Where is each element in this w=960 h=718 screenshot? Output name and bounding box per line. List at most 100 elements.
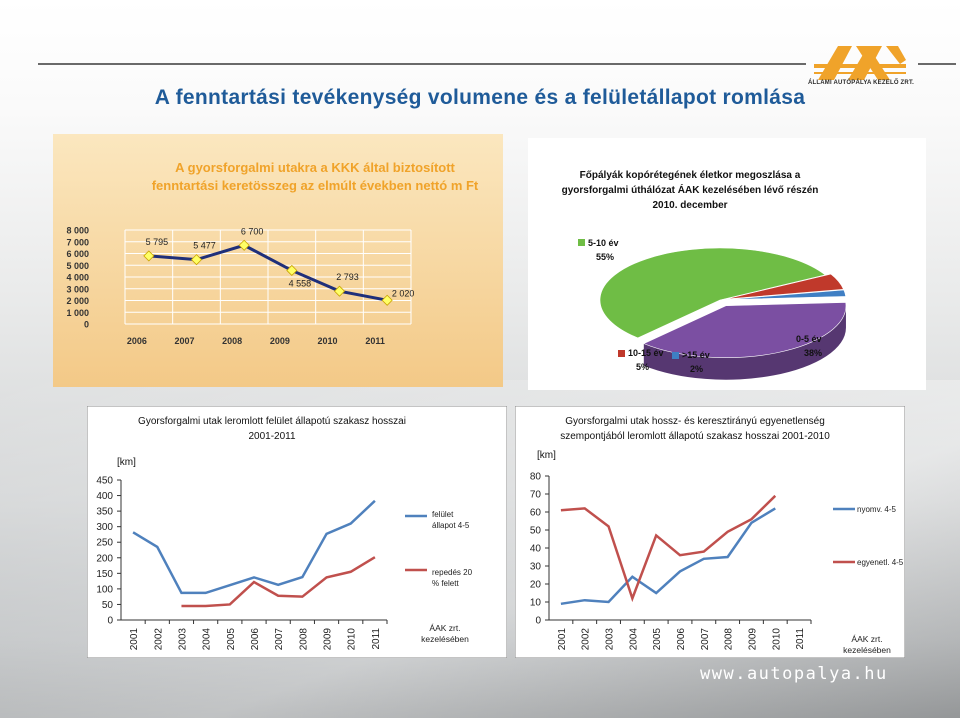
chart3-x-tick-label: 2001 <box>129 628 140 651</box>
chart4-y-tick-label: 80 <box>530 472 542 483</box>
chart1-data-label: 4 558 <box>289 278 312 288</box>
chart1-data-label: 5 795 <box>146 237 169 247</box>
chart4-x-tick-label: 2010 <box>771 628 782 651</box>
logo-mark <box>814 46 906 80</box>
chart3-y-tick-label: 200 <box>96 553 113 564</box>
page-title: A fenntartási tevékenység volumene és a … <box>154 86 806 109</box>
chart3-title-line: 2001-2011 <box>248 431 296 442</box>
chart2-slice-label: >15 év <box>682 350 710 360</box>
chart4-legend-label: nyomv. 4-5 <box>857 505 897 514</box>
chart3-x-tick-label: 2010 <box>347 628 358 651</box>
footer-url: www.autopalya.hu <box>700 664 888 684</box>
chart4-title-line: szempontjából leromlott állapotú szakasz… <box>560 431 830 442</box>
chart1-data-label: 6 700 <box>241 226 264 236</box>
chart2-slice-label: 0-5 év <box>796 334 822 344</box>
chart2-slice-side <box>643 305 846 380</box>
chart2-legend-swatch <box>618 350 625 357</box>
chart3-note: ÁAK zrt. <box>429 623 460 633</box>
chart1-x-tick-label: 2008 <box>222 336 242 346</box>
chart4-y-tick-label: 0 <box>535 616 541 627</box>
chart3-series-line <box>132 499 376 595</box>
chart3-background <box>87 406 507 658</box>
chart1-data-point <box>238 239 250 251</box>
chart3-legend-label: állapot 4-5 <box>432 521 470 530</box>
chart1-title-line: A gyorsforgalmi utakra a KKK által bizto… <box>175 160 455 175</box>
chart1-x-tick-label: 2006 <box>127 336 147 346</box>
chart4-x-tick-label: 2004 <box>628 628 639 651</box>
chart3-legend-label: felület <box>432 510 454 519</box>
chart4-title-line: Gyorsforgalmi utak hossz- és keresztirán… <box>565 416 825 427</box>
chart1-x-tick-label: 2007 <box>174 336 194 346</box>
chart3-y-tick-label: 150 <box>96 569 113 580</box>
chart3-legend-label: % felett <box>432 579 459 588</box>
chart1-data-point <box>286 264 298 277</box>
chart3-y-axis-label: [km] <box>117 457 136 468</box>
chart2-title-line: Főpályák kopórétegének életkor megoszlás… <box>580 170 801 181</box>
chart3-legend-label: repedés 20 <box>432 568 473 577</box>
chart3-x-tick-label: 2004 <box>202 628 213 651</box>
chart2-slice <box>725 273 844 300</box>
chart3-y-tick-label: 300 <box>96 522 113 533</box>
chart3-y-tick-label: 450 <box>96 476 113 487</box>
chart1-y-tick-label: 1 000 <box>66 308 89 318</box>
age-pie-chart: Főpályák kopórétegének életkor megoszlás… <box>528 138 926 390</box>
chart4-x-tick-label: 2011 <box>795 628 806 650</box>
chart2-title-line: 2010. december <box>652 200 727 211</box>
chart4-x-tick-label: 2007 <box>700 628 711 651</box>
chart4-x-tick-label: 2002 <box>581 628 592 651</box>
chart2-legend-swatch <box>578 239 585 246</box>
chart2-slice-label: 5-10 év <box>588 238 619 248</box>
chart1-data-point <box>333 285 346 297</box>
unevenness-chart: Gyorsforgalmi utak hossz- és keresztirán… <box>515 406 905 658</box>
chart4-y-tick-label: 30 <box>530 562 542 573</box>
surface-condition-chart: Gyorsforgalmi utak leromlott felület áll… <box>87 406 507 658</box>
chart1-data-point <box>381 294 393 306</box>
chart1-y-tick-label: 4 000 <box>66 273 89 283</box>
chart4-x-tick-label: 2006 <box>676 628 687 651</box>
chart3-y-tick-label: 400 <box>96 491 113 502</box>
chart1-x-tick-label: 2011 <box>365 336 385 346</box>
chart4-note: kezelésében <box>843 645 891 655</box>
header-rule-right <box>918 63 956 65</box>
chart1-x-tick-label: 2009 <box>270 336 290 346</box>
chart3-y-tick-label: 250 <box>96 538 113 549</box>
chart1-title-line: fenntartási keretösszeg az elmúlt évekbe… <box>152 178 479 193</box>
chart1-background <box>53 134 503 387</box>
chart3-x-tick-label: 2011 <box>371 628 382 650</box>
chart4-x-tick-label: 2001 <box>557 628 568 651</box>
chart1-y-tick-label: 0 <box>84 320 89 330</box>
chart4-x-tick-label: 2003 <box>605 628 616 651</box>
chart1-data-label: 2 020 <box>392 288 415 298</box>
chart2-slice-pct: 2% <box>690 364 703 374</box>
chart1-y-tick-label: 2 000 <box>66 296 89 306</box>
chart3-series-line <box>181 556 376 608</box>
chart2-title-line: gyorsforgalmi úthálózat ÁAK kezelésében … <box>562 183 819 196</box>
chart1-data-label: 2 793 <box>336 272 359 282</box>
chart1-data-point <box>190 254 203 266</box>
chart1-x-tick-label: 2010 <box>317 336 337 346</box>
chart1-y-tick-label: 3 000 <box>66 284 89 294</box>
chart3-note: kezelésében <box>421 634 469 644</box>
chart3-x-tick-label: 2009 <box>323 628 334 651</box>
chart1-y-tick-label: 6 000 <box>66 249 89 259</box>
chart1-data-label: 5 477 <box>193 241 216 251</box>
chart1-y-tick-label: 7 000 <box>66 237 89 247</box>
chart3-x-tick-label: 2003 <box>177 628 188 651</box>
chart3-x-tick-label: 2006 <box>250 628 261 651</box>
chart1-y-tick-label: 8 000 <box>66 226 89 236</box>
chart4-y-tick-label: 70 <box>530 490 542 501</box>
chart2-legend-swatch <box>786 336 793 343</box>
chart4-series-line <box>560 507 776 606</box>
chart4-legend-label: egyenetl. 4-5 <box>857 558 904 567</box>
header-rule <box>38 63 806 65</box>
chart2-slice <box>599 247 826 339</box>
chart2-slice <box>725 289 847 300</box>
chart4-x-tick-label: 2009 <box>747 628 758 651</box>
chart4-y-axis-label: [km] <box>537 450 556 461</box>
chart1-series-line <box>148 243 388 302</box>
chart2-slice-pct: 5% <box>636 362 649 372</box>
budget-line-chart: A gyorsforgalmi utakra a KKK által bizto… <box>53 134 503 387</box>
chart4-y-tick-label: 40 <box>530 544 542 555</box>
chart3-title-line: Gyorsforgalmi utak leromlott felület áll… <box>138 416 406 427</box>
chart4-x-tick-label: 2008 <box>724 628 735 651</box>
